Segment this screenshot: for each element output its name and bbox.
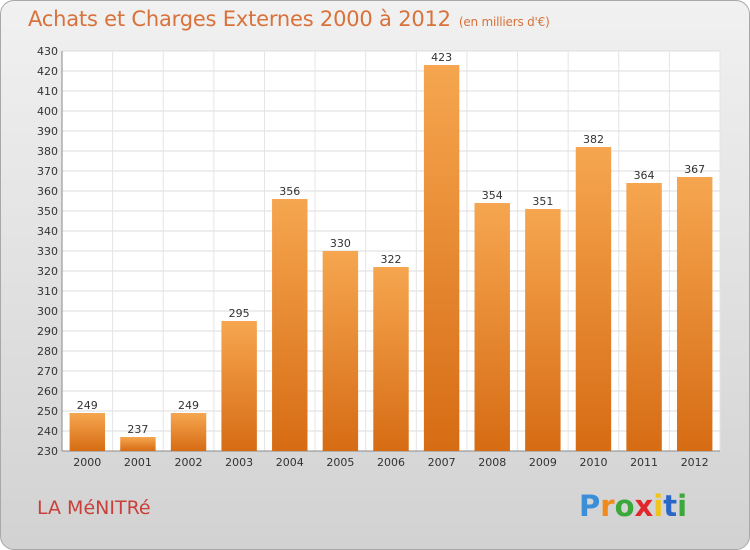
y-tick-label: 290 — [37, 325, 58, 338]
x-tick-label: 2002 — [175, 456, 203, 469]
bar-value-label: 330 — [330, 237, 351, 250]
bar-value-label: 367 — [684, 163, 705, 176]
x-tick-label: 2008 — [478, 456, 506, 469]
bar — [626, 183, 662, 451]
y-tick-label: 350 — [37, 205, 58, 218]
bar — [170, 413, 207, 451]
logo-letter: t — [663, 489, 678, 523]
y-tick-label: 310 — [37, 285, 58, 298]
commune-name: LA MéNITRé — [37, 497, 151, 519]
bar — [120, 437, 156, 451]
logo-letter: i — [677, 489, 688, 523]
x-axis: 2000 2001 2002 2003 2004 2005 2006 2007 2008 2009… — [73, 456, 708, 469]
bar-value-label: 356 — [279, 185, 300, 198]
y-tick-label: 410 — [37, 85, 58, 98]
y-tick-label: 300 — [37, 305, 58, 318]
chart-subtitle: (en milliers d'€) — [458, 15, 550, 29]
y-tick-label: 280 — [37, 345, 58, 358]
x-tick-label: 2010 — [579, 456, 607, 469]
bar — [322, 251, 359, 451]
logo-letter: P — [579, 489, 601, 523]
bar — [272, 199, 308, 451]
y-tick-label: 370 — [37, 165, 58, 178]
y-tick-label: 320 — [37, 265, 58, 278]
y-tick-label: 360 — [37, 185, 58, 198]
chart-title: Achats et Charges Externes 2000 à 2012 (e… — [28, 7, 550, 31]
x-tick-label: 2003 — [225, 456, 253, 469]
x-tick-label: 2011 — [630, 456, 658, 469]
x-tick-label: 2001 — [124, 456, 152, 469]
proxiti-logo[interactable]: Proxiti — [579, 489, 687, 523]
y-tick-label: 400 — [37, 105, 58, 118]
bar — [474, 203, 510, 451]
x-tick-label: 2005 — [326, 456, 354, 469]
y-tick-label: 420 — [37, 65, 58, 78]
bar — [69, 413, 106, 451]
y-tick-label: 340 — [37, 225, 58, 238]
logo-letter: x — [634, 489, 654, 523]
y-tick-label: 270 — [37, 365, 58, 378]
bar-value-label: 249 — [178, 399, 199, 412]
y-tick-label: 250 — [37, 405, 58, 418]
bar — [525, 209, 561, 451]
logo-letter: r — [600, 489, 615, 523]
y-tick-label: 230 — [37, 445, 58, 458]
bar-value-label: 382 — [583, 133, 604, 146]
x-tick-label: 2004 — [276, 456, 304, 469]
logo-letter: i — [653, 489, 664, 523]
bar — [221, 321, 257, 451]
bar — [423, 65, 460, 451]
bar-value-label: 237 — [127, 423, 148, 436]
bar — [676, 177, 713, 451]
bar — [575, 147, 612, 451]
x-tick-label: 2000 — [73, 456, 101, 469]
bar-value-label: 364 — [634, 169, 655, 182]
bar-value-label: 351 — [532, 195, 553, 208]
bar — [373, 267, 409, 451]
y-tick-label: 330 — [37, 245, 58, 258]
y-tick-label: 380 — [37, 145, 58, 158]
bar-value-label: 354 — [482, 189, 503, 202]
x-tick-label: 2006 — [377, 456, 405, 469]
bar-value-label: 423 — [431, 51, 452, 64]
x-tick-label: 2012 — [681, 456, 709, 469]
bar-value-label: 322 — [381, 253, 402, 266]
y-tick-label: 390 — [37, 125, 58, 138]
x-tick-label: 2009 — [529, 456, 557, 469]
y-tick-label: 260 — [37, 385, 58, 398]
bar-value-label: 295 — [229, 307, 250, 320]
logo-letter: o — [614, 489, 635, 523]
y-tick-label: 430 — [37, 45, 58, 58]
y-tick-label: 240 — [37, 425, 58, 438]
x-tick-label: 2007 — [428, 456, 456, 469]
bar-value-label: 249 — [77, 399, 98, 412]
bars: 249 237 249 295 356 330 322 423 354 351 382 364 367 — [69, 51, 713, 451]
y-axis: 230 240 250 260 270 280 290 300 310 320 330 340 350 3… — [37, 45, 58, 458]
chart-title-text: Achats et Charges Externes 2000 à 2012 — [28, 7, 451, 31]
